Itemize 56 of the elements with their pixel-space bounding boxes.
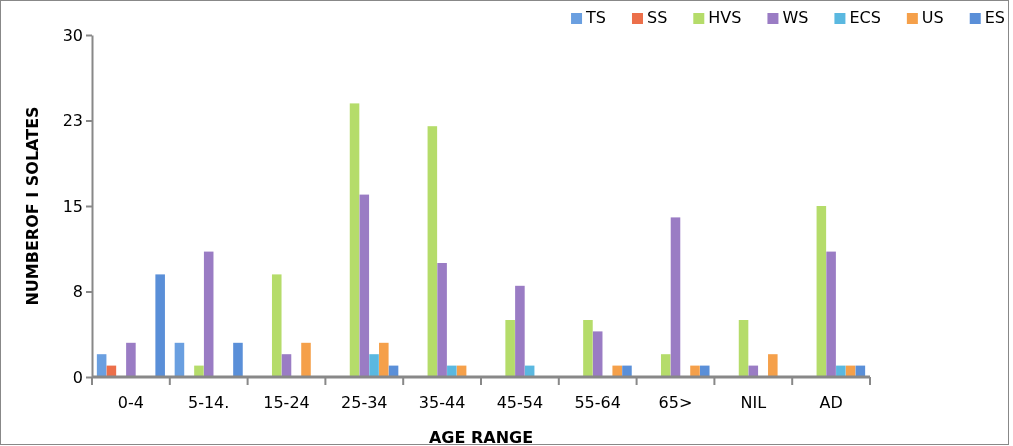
x-tick-label: 15-24	[263, 393, 310, 412]
legend-label: ECS	[849, 8, 881, 27]
bar	[836, 365, 846, 377]
bar	[592, 331, 603, 377]
x-tick-label: 65>	[658, 393, 693, 412]
bar	[194, 365, 204, 377]
bar	[281, 354, 292, 377]
bar	[155, 274, 165, 377]
bar	[816, 206, 827, 377]
legend-label: US	[921, 8, 944, 27]
bar	[379, 342, 389, 377]
y-axis-title: NUMBEROF I SOLATES	[23, 106, 42, 306]
legend-label: HVS	[708, 8, 742, 27]
bar	[670, 217, 681, 377]
legend-label: ES	[984, 8, 1005, 27]
legend-label: WS	[782, 8, 809, 27]
bar	[699, 365, 710, 377]
bar	[96, 354, 107, 377]
x-axis-title: AGE RANGE	[428, 428, 534, 446]
bar	[768, 354, 778, 377]
bar	[126, 342, 136, 377]
x-tick-label: 35-44	[418, 393, 466, 412]
bar	[447, 365, 457, 377]
x-tick-label: 5-14.	[188, 393, 230, 412]
bar	[369, 354, 379, 377]
bar	[738, 320, 749, 377]
bar	[359, 194, 370, 377]
bar	[505, 320, 515, 377]
bar	[690, 365, 700, 377]
bar	[301, 342, 311, 377]
y-tick-label: 30	[62, 25, 83, 45]
bar	[427, 126, 438, 377]
y-tick-label: 23	[62, 111, 83, 131]
bar	[271, 274, 282, 377]
bar	[233, 342, 243, 377]
bar	[174, 342, 185, 377]
bar	[349, 103, 360, 377]
y-tick-label: 15	[62, 196, 83, 216]
bar	[583, 320, 593, 377]
x-tick-label: NIL	[740, 393, 767, 412]
y-tick-label: 0	[72, 367, 83, 387]
y-tick-label: 8	[72, 282, 83, 302]
x-tick-label: 0-4	[117, 393, 144, 412]
x-tick-label: 25-34	[341, 393, 388, 412]
legend-label: TS	[585, 8, 606, 27]
x-tick-label: 45-54	[496, 393, 544, 412]
x-tick-label: 55-64	[574, 393, 621, 412]
x-tick-label: AD	[819, 393, 843, 412]
bar	[203, 251, 214, 377]
bar	[515, 285, 525, 377]
bar	[660, 354, 671, 377]
bar	[612, 365, 622, 377]
bar	[826, 251, 836, 377]
bar	[437, 263, 447, 377]
legend-label: SS	[646, 8, 668, 27]
bar	[622, 365, 632, 377]
